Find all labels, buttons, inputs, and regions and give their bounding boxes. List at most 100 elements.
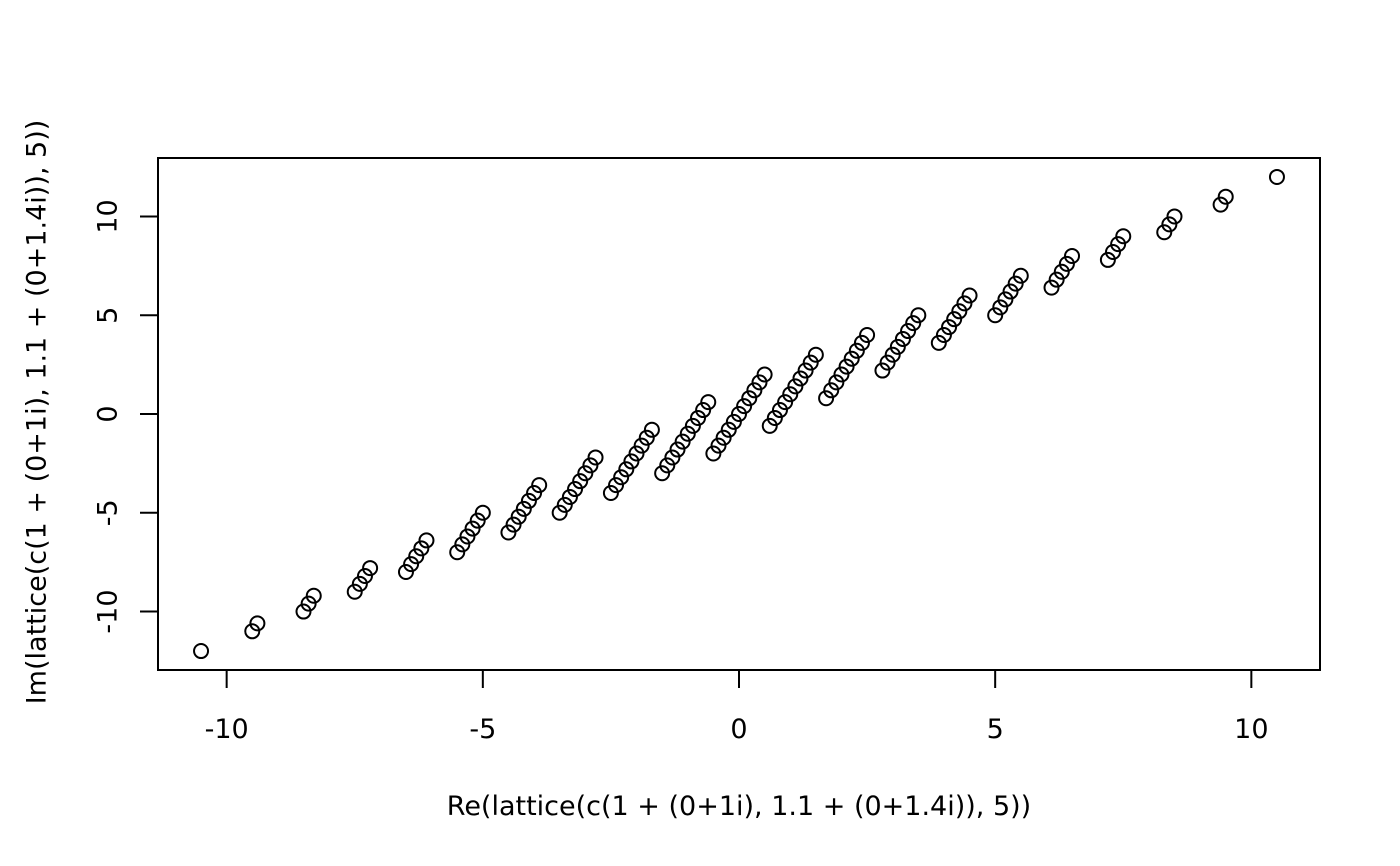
data-point xyxy=(766,409,783,426)
data-point xyxy=(561,488,578,505)
data-point xyxy=(1053,263,1070,280)
data-point xyxy=(510,508,527,525)
data-point xyxy=(853,334,870,351)
data-point xyxy=(879,354,896,371)
data-point xyxy=(859,326,876,343)
data-point xyxy=(643,421,660,438)
data-point xyxy=(567,481,584,498)
data-point xyxy=(408,548,425,565)
data-point xyxy=(818,390,835,407)
data-point xyxy=(905,315,922,332)
data-point xyxy=(1166,208,1183,225)
data-point xyxy=(992,299,1009,316)
data-point xyxy=(602,485,619,502)
data-point xyxy=(802,354,819,371)
data-point xyxy=(1212,196,1229,213)
data-point xyxy=(608,477,625,494)
data-point xyxy=(403,556,420,573)
data-point xyxy=(618,461,635,478)
data-point xyxy=(587,449,604,466)
data-point xyxy=(1268,168,1285,185)
data-point xyxy=(628,445,645,462)
data-point xyxy=(900,323,917,340)
plot-frame xyxy=(157,157,1321,671)
data-point xyxy=(910,307,927,324)
y-tick-label: 0 xyxy=(93,405,124,422)
data-point xyxy=(520,492,537,509)
data-point xyxy=(305,587,322,604)
data-point xyxy=(551,504,568,521)
data-point xyxy=(1048,271,1065,288)
x-tick-label: -5 xyxy=(469,714,496,745)
data-point xyxy=(1043,279,1060,296)
data-point xyxy=(935,326,952,343)
data-point xyxy=(751,374,768,391)
data-point xyxy=(1115,228,1132,245)
data-point xyxy=(838,358,855,375)
data-point xyxy=(951,303,968,320)
data-point xyxy=(961,287,978,304)
data-point xyxy=(731,406,747,422)
data-point xyxy=(577,465,594,482)
data-point xyxy=(1007,275,1024,292)
data-point xyxy=(572,473,589,490)
data-point xyxy=(715,429,732,446)
data-point xyxy=(454,536,471,553)
data-point xyxy=(449,544,466,561)
y-axis: -10 -5 0 5 10 xyxy=(93,199,159,634)
data-point xyxy=(664,449,681,466)
data-point xyxy=(654,465,671,482)
data-point xyxy=(1110,236,1127,253)
data-point xyxy=(1002,283,1019,300)
data-point xyxy=(782,386,799,403)
data-point xyxy=(1099,251,1116,268)
data-point xyxy=(505,516,522,533)
data-point xyxy=(556,496,573,513)
data-point xyxy=(500,524,517,541)
data-point xyxy=(1012,267,1029,284)
data-point xyxy=(1105,244,1122,261)
data-point xyxy=(884,346,901,363)
data-point xyxy=(674,433,691,450)
data-point xyxy=(351,575,368,592)
x-tick-label: 10 xyxy=(1234,714,1268,745)
data-point xyxy=(515,500,532,517)
data-point xyxy=(464,520,481,537)
data-point xyxy=(613,469,630,486)
data-point xyxy=(736,398,753,415)
data-point xyxy=(695,402,712,419)
data-point xyxy=(1058,255,1075,272)
data-point xyxy=(705,445,722,462)
data-point xyxy=(362,560,379,577)
data-point xyxy=(874,362,891,379)
data-point xyxy=(756,366,773,383)
data-point xyxy=(684,417,701,434)
data-point xyxy=(848,342,865,359)
data-point xyxy=(889,338,906,355)
data-point xyxy=(249,615,266,632)
data-point xyxy=(459,528,476,545)
data-point xyxy=(823,382,840,399)
data-point xyxy=(1064,247,1081,264)
data-point xyxy=(531,477,548,494)
data-point xyxy=(797,362,814,379)
data-point xyxy=(356,567,373,584)
x-tick-label: -10 xyxy=(205,714,249,745)
data-point xyxy=(761,417,778,434)
data-point xyxy=(956,295,973,312)
x-tick-label: 5 xyxy=(987,714,1004,745)
data-point xyxy=(725,413,742,430)
data-point xyxy=(1217,188,1234,205)
data-point xyxy=(474,504,491,521)
data-point xyxy=(946,311,963,328)
y-tick-label: -10 xyxy=(93,589,124,633)
data-point xyxy=(623,453,640,470)
data-point xyxy=(397,564,414,581)
data-point xyxy=(633,437,650,454)
x-tick-label: 0 xyxy=(730,714,747,745)
y-axis-title: Im(lattice(c(1 + (0+1i), 1.1 + (0+1.4i))… xyxy=(22,120,53,705)
data-point xyxy=(941,319,958,336)
data-point xyxy=(777,394,794,411)
data-point xyxy=(418,532,435,549)
data-point xyxy=(193,643,210,660)
